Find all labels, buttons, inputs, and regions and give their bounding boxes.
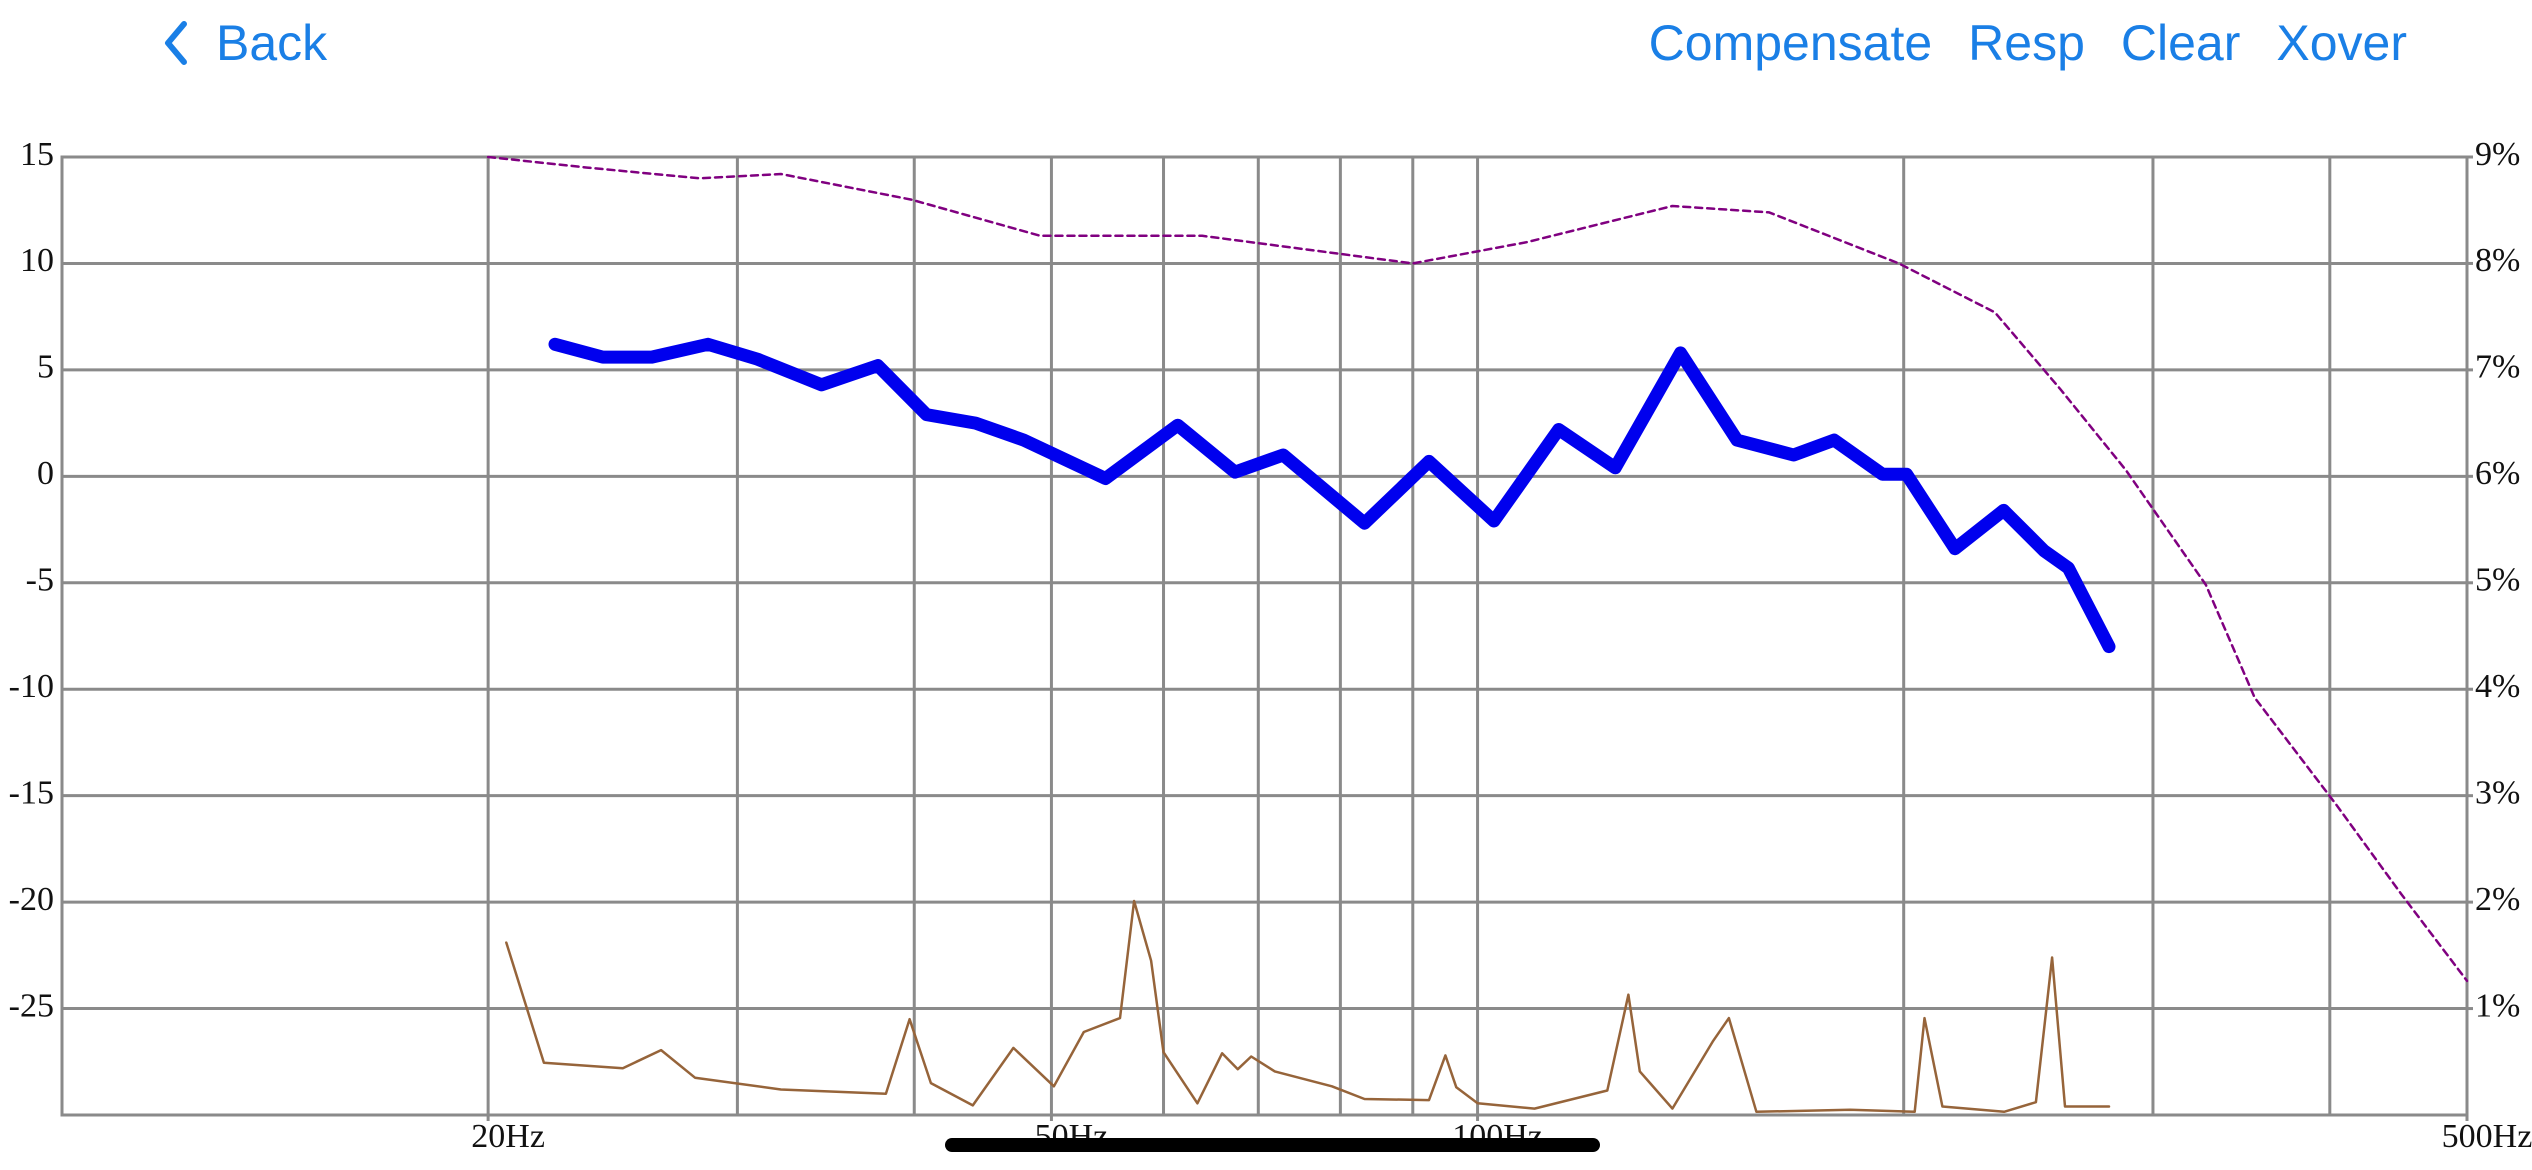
toolbar-button[interactable]: Compensate bbox=[1648, 15, 1933, 71]
x-tick-label: 20Hz bbox=[471, 1118, 545, 1155]
y-tick-label: -15 bbox=[9, 774, 54, 811]
toolbar-button[interactable]: Clear bbox=[2120, 15, 2241, 71]
y2-tick-label: 5% bbox=[2475, 562, 2520, 599]
y2-tick-label: 4% bbox=[2475, 668, 2520, 705]
x-tick-label: 500Hz bbox=[2442, 1118, 2532, 1155]
y2-tick-label: 7% bbox=[2475, 349, 2520, 386]
y-tick-label: 5 bbox=[37, 349, 54, 386]
toolbar: Compensate Resp Clear Xover bbox=[1649, 14, 2407, 72]
y2-tick-label: 3% bbox=[2475, 774, 2520, 811]
y-tick-label: -25 bbox=[9, 987, 54, 1024]
chevron-icon bbox=[165, 21, 187, 65]
back-label: Back bbox=[216, 15, 328, 71]
y2-tick-label: 2% bbox=[2475, 881, 2520, 918]
y2-tick-label: 8% bbox=[2475, 242, 2520, 279]
series-line bbox=[505, 899, 2111, 1114]
y-tick-label: -20 bbox=[9, 881, 54, 918]
y-tick-label: -5 bbox=[26, 562, 54, 599]
y-tick-label: -10 bbox=[9, 668, 54, 705]
toolbar-button[interactable]: Xover bbox=[2276, 15, 2407, 71]
y2-tick-label: 6% bbox=[2475, 455, 2520, 492]
y-tick-label: 15 bbox=[20, 136, 54, 173]
y2-tick-label: 1% bbox=[2475, 987, 2520, 1024]
series-line bbox=[548, 337, 2116, 654]
y-tick-label: 0 bbox=[37, 455, 54, 492]
series-line bbox=[486, 155, 2469, 983]
y-tick-label: 10 bbox=[20, 242, 54, 279]
home-indicator bbox=[945, 1138, 1600, 1152]
back-button[interactable]: Back bbox=[160, 14, 327, 72]
y2-tick-label: 9% bbox=[2475, 136, 2520, 173]
toolbar-button[interactable]: Resp bbox=[1968, 15, 2085, 71]
